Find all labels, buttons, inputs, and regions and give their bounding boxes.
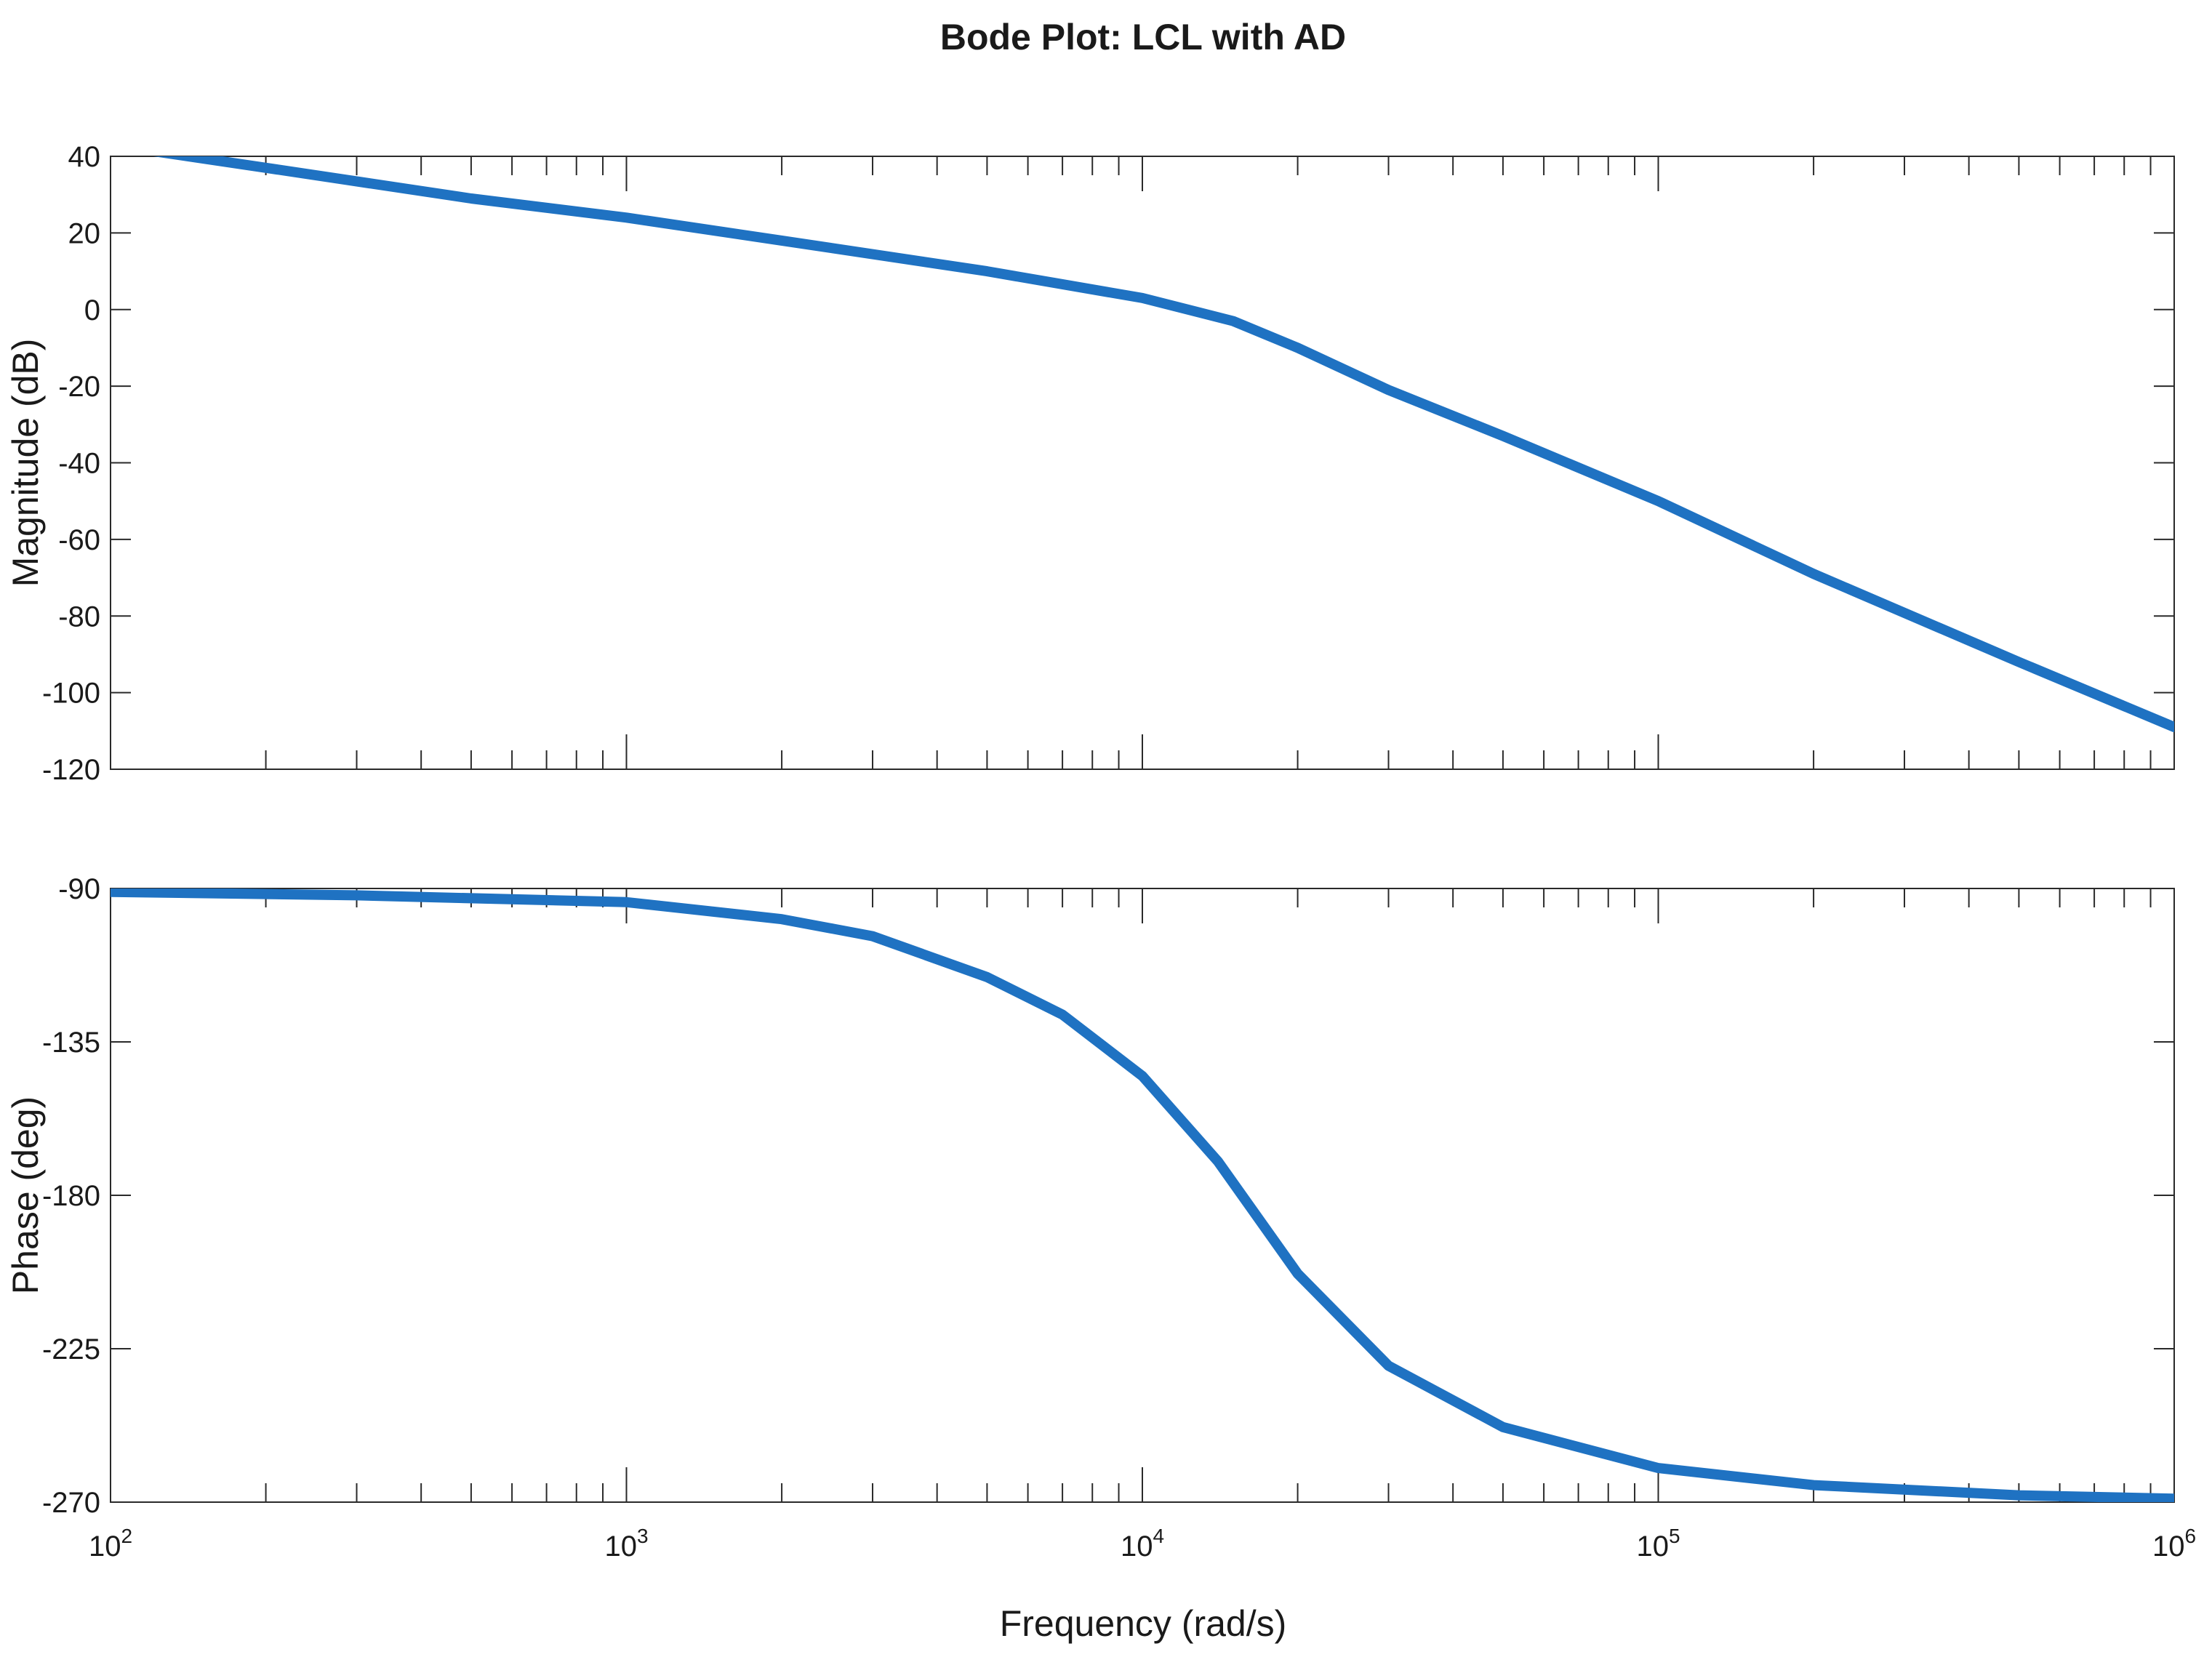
magnitude-y-tick-label: 0 [84,294,100,326]
magnitude-y-tick-label: -60 [58,524,100,556]
x-axis-label: Frequency (rad/s) [1000,1603,1287,1644]
phase-axes-box [110,888,2175,1503]
x-tick-label: 106 [2152,1525,2196,1562]
magnitude-y-tick-label: -40 [58,448,100,480]
magnitude-y-axis-label: Magnitude (dB) [5,339,46,587]
x-tick-label: 104 [1121,1525,1164,1562]
magnitude-panel: 40 20 0 -20 -40 -60 -80 -100 -120 [42,141,2175,786]
phase-y-tick-label: -90 [58,873,100,905]
phase-y-tick-label: -225 [42,1333,100,1365]
x-tick-labels: 102 103 104 105 106 [89,1525,2196,1562]
phase-y-axis-label: Phase (deg) [5,1096,46,1294]
phase-panel: -90 -135 -180 -225 -270 [42,873,2175,1519]
magnitude-y-tick-label: -80 [58,601,100,633]
phase-y-tick-label: -270 [42,1487,100,1519]
magnitude-y-tick-label: -20 [58,371,100,403]
magnitude-y-tick-label: 40 [68,141,101,173]
magnitude-y-tick-label: -120 [42,754,100,786]
phase-y-tick-label: -135 [42,1027,100,1059]
phase-y-tick-label: -180 [42,1180,100,1212]
magnitude-y-tick-label: 20 [68,217,101,249]
magnitude-y-tick-label: -100 [42,678,100,710]
x-tick-label: 102 [89,1525,132,1562]
phase-series-line [111,888,2174,1502]
x-tick-label: 105 [1636,1525,1680,1562]
magnitude-axes-box [110,156,2175,770]
magnitude-series-line [153,156,2174,732]
chart-title: Bode Plot: LCL with AD [940,17,1346,57]
x-tick-label: 103 [604,1525,648,1562]
